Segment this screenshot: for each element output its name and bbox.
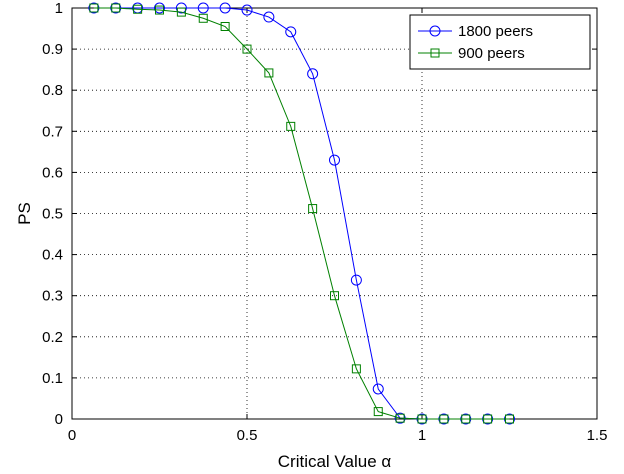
x-tick-label: 1 (418, 427, 426, 444)
axis-ticks: 0 0.5 1 1.5 0 0.1 0.2 0.3 0.4 0.5 0.6 0.7 0.8 0.9 1 (42, 0, 607, 444)
square-marker (286, 121, 296, 131)
square-marker (505, 414, 514, 424)
legend-entry: 900 peers (418, 45, 525, 62)
square-marker (133, 4, 143, 14)
square-marker (417, 414, 427, 424)
series-layer (88, 2, 515, 425)
square-marker (308, 204, 318, 214)
x-tick-label: 0.5 (237, 427, 258, 444)
y-tick-label: 0.4 (42, 247, 63, 264)
square-marker (111, 3, 121, 13)
square-marker (89, 3, 99, 13)
square-marker (330, 291, 339, 301)
square-marker (430, 48, 440, 58)
y-tick-label: 0 (55, 411, 63, 428)
circle-marker (219, 2, 231, 14)
circle-marker (154, 2, 165, 14)
circle-marker (263, 11, 275, 23)
square-marker (155, 5, 164, 15)
circle-marker (175, 2, 187, 14)
circle-marker (329, 154, 340, 166)
grid (72, 8, 597, 419)
y-tick-label: 0.5 (42, 206, 63, 223)
square-marker (198, 13, 208, 23)
y-tick-label: 0.1 (42, 370, 63, 387)
series-2 (89, 3, 514, 424)
square-marker (351, 364, 361, 374)
circle-marker (285, 26, 297, 38)
square-marker (176, 7, 186, 17)
y-tick-label: 0.9 (42, 41, 63, 58)
square-marker (439, 414, 449, 424)
circle-marker (429, 25, 441, 37)
x-tick-label: 0 (68, 427, 76, 444)
legend-entry: 1800 peers (418, 23, 533, 40)
legend-entries: 1800 peers 900 peers (418, 23, 533, 62)
y-tick-label: 0.2 (42, 329, 63, 346)
square-marker (461, 414, 471, 424)
y-tick-label: 0.8 (42, 82, 63, 99)
square-marker (395, 413, 405, 423)
y-axis-title: PS (15, 202, 34, 225)
y-tick-label: 0.6 (42, 164, 63, 181)
square-marker (242, 44, 252, 54)
square-marker (220, 21, 230, 31)
y-tick-label: 0.7 (42, 123, 63, 140)
x-axis-title: Critical Value α (278, 452, 392, 471)
circle-marker (372, 383, 384, 395)
circle-marker (241, 4, 253, 16)
circle-marker (197, 2, 209, 14)
legend-box (409, 14, 591, 70)
legend: 1800 peers 900 peers (409, 14, 591, 70)
square-marker (373, 407, 383, 417)
y-tick-label: 0.3 (42, 288, 63, 305)
y-tick-label: 1 (55, 0, 63, 17)
square-marker (483, 414, 493, 424)
x-tick-label: 1.5 (587, 427, 608, 444)
circle-marker (307, 68, 319, 80)
square-marker (264, 68, 274, 78)
circle-marker (350, 274, 362, 286)
legend-label: 900 peers (458, 45, 525, 62)
legend-label: 1800 peers (458, 23, 533, 40)
